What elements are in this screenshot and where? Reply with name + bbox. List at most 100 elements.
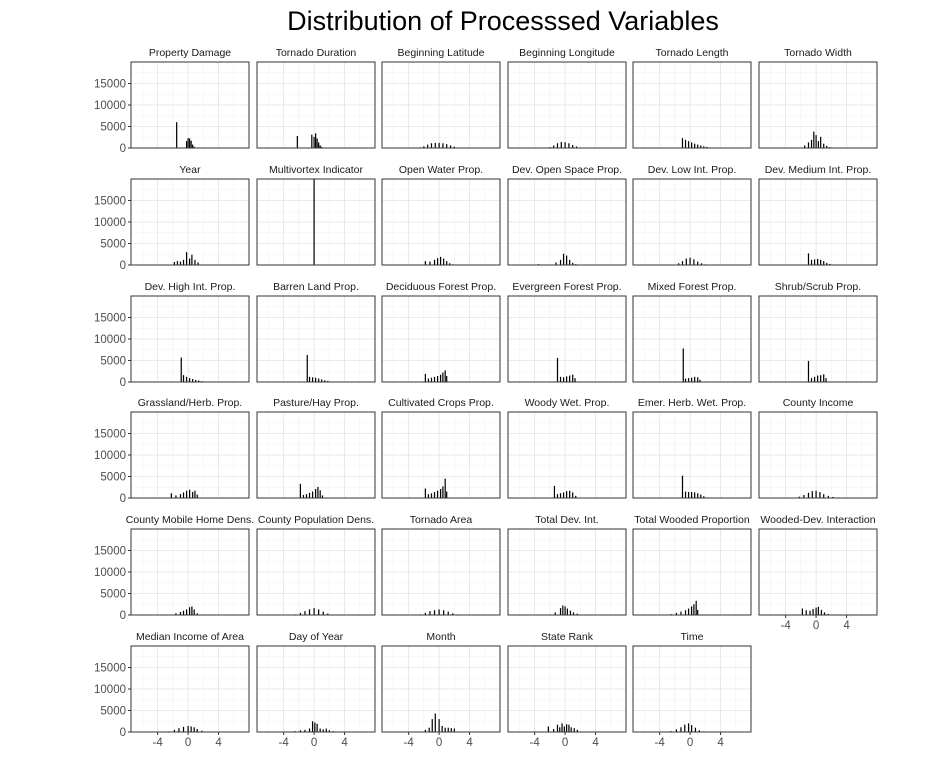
- y-tick-label: 5000: [100, 356, 126, 368]
- histogram-bar: [695, 600, 697, 615]
- histogram-bar: [697, 493, 699, 498]
- histogram-bar: [321, 146, 323, 148]
- histogram-bar: [444, 370, 446, 382]
- histogram-bar: [820, 375, 822, 382]
- histogram-bar: [449, 145, 452, 148]
- facet-label: Emer. Herb. Wet. Prop.: [638, 397, 746, 409]
- histogram-bar: [316, 723, 318, 732]
- panel-border: [632, 178, 752, 266]
- facet-label: Deciduous Forest Prop.: [386, 281, 496, 293]
- facet-panel: Shrub/Scrub Prop.: [758, 281, 878, 383]
- facet-panel: Pasture/Hay Prop.: [256, 397, 376, 499]
- facet-label: County Income: [783, 397, 854, 409]
- histogram-bar: [173, 261, 176, 265]
- facet-label: Total Dev. Int.: [535, 514, 598, 526]
- histogram-bar: [428, 727, 430, 732]
- facet-label: Tornado Length: [656, 47, 729, 59]
- histogram-bar: [685, 258, 687, 265]
- histogram-bar: [182, 726, 185, 732]
- x-tick-label: 4: [215, 737, 222, 749]
- histogram-bar: [198, 380, 200, 382]
- histogram-bar: [556, 357, 559, 382]
- histogram-bar: [315, 377, 317, 382]
- histogram-bar: [573, 728, 575, 732]
- histogram-bar: [697, 144, 699, 148]
- histogram-bar: [682, 348, 684, 382]
- facet-panel: Barren Land Prop.: [256, 281, 376, 383]
- histogram-bar: [815, 490, 817, 498]
- panel-border: [507, 411, 627, 499]
- histogram-bar: [562, 492, 565, 498]
- histogram-bar: [697, 609, 699, 615]
- histogram-bar: [446, 261, 448, 265]
- y-tick-label: 15000: [94, 313, 126, 325]
- facet-panel: Evergreen Forest Prop.: [507, 281, 627, 383]
- histogram-bar: [194, 259, 196, 265]
- histogram-bar: [706, 146, 708, 148]
- panel-border: [381, 61, 501, 149]
- histogram-bar: [559, 608, 562, 615]
- histogram-bar: [189, 258, 191, 265]
- histogram-bar: [433, 491, 436, 498]
- facet-panel: Mixed Forest Prop.: [632, 281, 752, 383]
- histogram-bar: [681, 475, 684, 498]
- histogram-bar: [687, 491, 690, 498]
- histogram-bar: [693, 259, 695, 265]
- facet-label: State Rank: [541, 631, 594, 643]
- histogram-bar: [429, 611, 431, 615]
- histogram-bar: [556, 143, 559, 148]
- y-tick-label: 5000: [100, 706, 126, 718]
- panel-border: [256, 178, 376, 266]
- histogram-bar: [442, 143, 444, 148]
- panel-border: [256, 528, 376, 616]
- histogram-bar: [431, 719, 433, 732]
- panel-border: [507, 645, 627, 733]
- histogram-bar: [699, 379, 701, 382]
- facet-panel: Tornado Width: [758, 47, 878, 149]
- histogram-bar: [827, 613, 829, 615]
- histogram-bar: [812, 608, 814, 615]
- histogram-bar: [807, 142, 810, 148]
- x-tick-label: -4: [153, 737, 164, 749]
- histogram-bar: [559, 376, 562, 382]
- facet-panel: Deciduous Forest Prop.: [381, 281, 501, 383]
- facet-label: Year: [179, 164, 201, 176]
- histogram-bar: [327, 380, 329, 382]
- histogram-bar: [681, 261, 684, 265]
- histogram-bar: [453, 146, 455, 148]
- facet-label: Tornado Width: [784, 47, 852, 59]
- histogram-bar: [803, 494, 805, 498]
- histogram-bar: [684, 610, 687, 615]
- y-tick-label: 15000: [94, 546, 126, 558]
- panel-border: [381, 411, 501, 499]
- histogram-bar: [569, 490, 571, 498]
- histogram-bar: [313, 136, 315, 148]
- histogram-bar: [811, 491, 813, 498]
- histogram-bar: [189, 607, 191, 615]
- facet-label: Woody Wet. Prop.: [525, 397, 610, 409]
- histogram-bar: [810, 259, 813, 265]
- histogram-bar: [807, 253, 810, 265]
- histogram-bar: [823, 612, 826, 615]
- facet-panel: Grassland/Herb. Prop. 0 5000 10000 15000: [94, 397, 250, 505]
- histogram-bar: [570, 727, 572, 732]
- histogram-bar: [575, 146, 578, 148]
- histogram-bar: [687, 141, 690, 148]
- histogram-bar: [817, 375, 819, 382]
- histogram-bar: [820, 259, 822, 265]
- histogram-bar: [193, 727, 195, 732]
- histogram-bar: [554, 612, 556, 615]
- histogram-bar: [564, 606, 566, 615]
- histogram-bar: [813, 131, 815, 148]
- histogram-bar: [813, 376, 816, 382]
- histogram-bar: [317, 486, 319, 498]
- histogram-bar: [187, 138, 189, 148]
- histogram-bar: [576, 729, 578, 732]
- histogram-bar: [559, 493, 562, 498]
- facet-label: Property Damage: [149, 47, 231, 59]
- histogram-bar: [572, 374, 574, 382]
- histogram-bar: [189, 489, 191, 498]
- histogram-bar: [429, 261, 431, 265]
- histogram-bar: [311, 721, 314, 732]
- histogram-bar: [190, 726, 192, 732]
